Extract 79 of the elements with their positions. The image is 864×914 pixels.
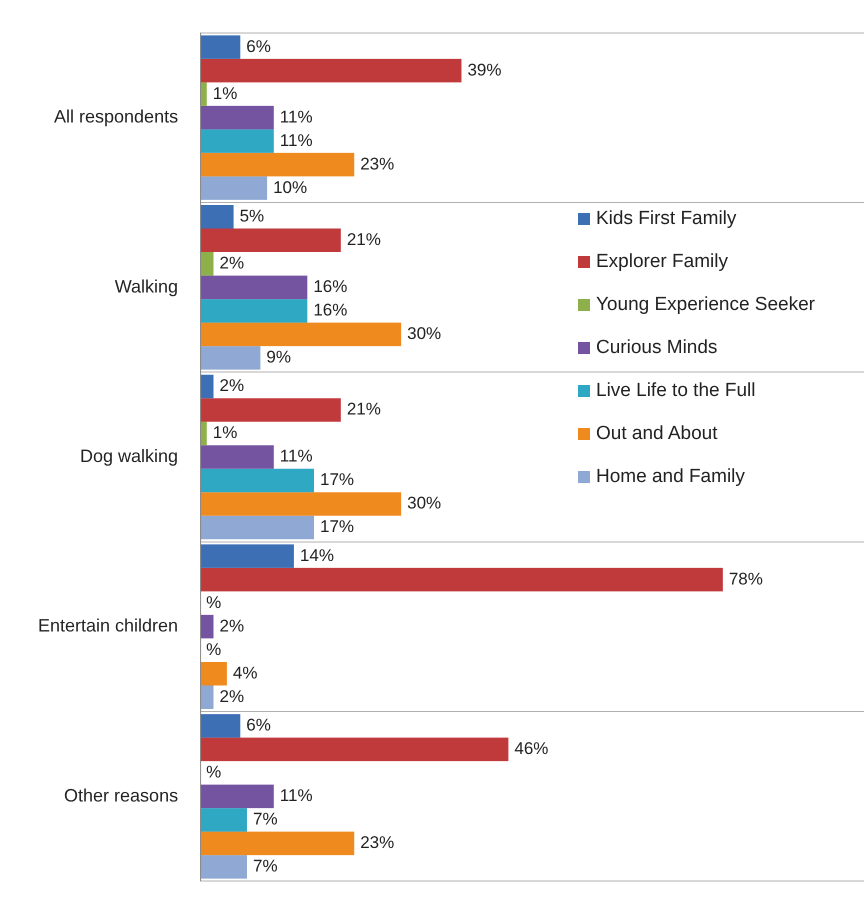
text: %: [206, 640, 222, 659]
bar: [200, 82, 207, 106]
data-label: 10%: [273, 178, 308, 197]
data-label: 2%: [219, 253, 244, 272]
data-label: 9%: [266, 348, 291, 367]
bar: [200, 614, 214, 638]
data-label: 11%: [280, 130, 313, 150]
data-label: 39%: [467, 60, 502, 80]
data-label: 1%: [212, 84, 238, 103]
bar: [200, 492, 402, 516]
data-label: 11%: [280, 446, 313, 466]
data-label: 7%: [252, 856, 278, 876]
data-label: 2%: [219, 616, 244, 636]
bar: [200, 374, 214, 398]
data-label: 2%: [219, 686, 244, 706]
data-label: 5%: [240, 206, 264, 226]
bar: [200, 855, 247, 879]
bar: [200, 58, 462, 82]
bar: [200, 35, 240, 59]
bar: [200, 714, 240, 738]
data-label: 46%: [514, 739, 548, 758]
bar: [200, 422, 207, 446]
bar: [200, 322, 402, 346]
data-label: 16%: [313, 277, 348, 296]
bar: [200, 808, 247, 832]
data-label: 1%: [212, 423, 238, 442]
bar: [200, 738, 508, 762]
data-label: 11%: [280, 107, 313, 126]
legend-label: Home and Family: [596, 466, 745, 488]
data-label: 30%: [407, 324, 442, 344]
bar: [200, 205, 234, 229]
bar: [200, 252, 214, 276]
y-tick-label: Dog walking: [80, 446, 178, 466]
bar: [200, 129, 274, 153]
legend-label: Out and About: [596, 422, 718, 444]
y-tick-label: Entertain children: [38, 616, 178, 636]
bar: [200, 784, 274, 808]
legend-label: Live Life to the Full: [596, 380, 756, 402]
bar: [200, 445, 274, 469]
data-label: 2%: [219, 376, 244, 396]
bar: [200, 662, 227, 686]
bar: [200, 276, 308, 300]
data-label: 23%: [360, 154, 394, 174]
y-tick-label: Other reasons: [64, 785, 178, 806]
bar: [200, 398, 341, 422]
bar: [200, 468, 314, 492]
bar: [200, 346, 260, 370]
bar: [200, 106, 274, 130]
data-label: 17%: [320, 517, 354, 536]
data-label: 7%: [252, 810, 278, 829]
bar: [200, 568, 723, 592]
bar: [200, 299, 308, 323]
bar: [200, 832, 354, 856]
bar: [200, 685, 214, 709]
data-label: 16%: [313, 300, 348, 320]
data-label: 30%: [407, 494, 442, 513]
text: %: [206, 592, 222, 612]
data-label: 78%: [728, 569, 763, 588]
data-label: 23%: [360, 833, 394, 852]
bar: [200, 152, 354, 176]
text: %: [206, 762, 222, 782]
data-label: 4%: [232, 663, 258, 682]
y-tick-label: Walking: [114, 276, 178, 296]
data-label: 11%: [280, 786, 313, 806]
data-label: 21%: [346, 400, 381, 419]
bar: [200, 516, 314, 540]
bar: [200, 544, 294, 568]
legend-label: Young Experience Seeker: [596, 294, 816, 316]
data-label: 17%: [320, 470, 354, 490]
legend-label: Kids First Family: [596, 208, 736, 230]
y-tick-label: All respondents: [54, 106, 178, 127]
bar: [200, 176, 268, 200]
data-label: 6%: [246, 36, 271, 56]
data-label: 6%: [246, 716, 271, 735]
data-label: 21%: [346, 230, 381, 249]
legend-label: Curious Minds: [596, 336, 718, 358]
legend-label: Explorer Family: [596, 250, 728, 272]
bar: [200, 228, 341, 252]
data-label: 14%: [300, 546, 334, 565]
